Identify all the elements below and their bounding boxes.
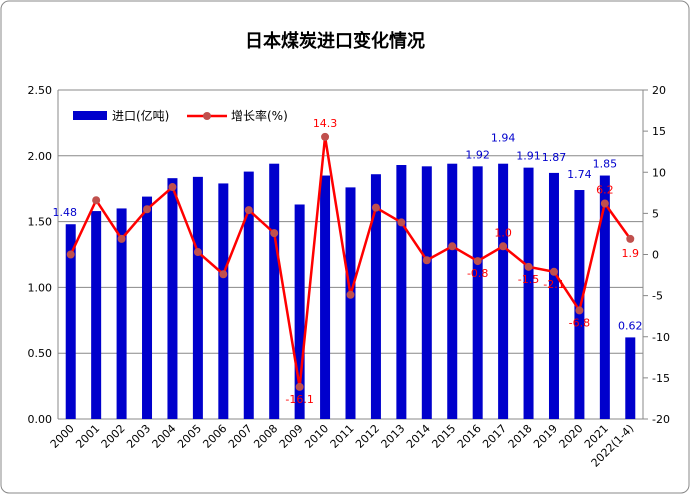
line-marker	[270, 229, 279, 238]
line-marker	[92, 196, 101, 205]
y-left-tick-label: 2.50	[28, 84, 53, 97]
line-marker	[499, 242, 508, 251]
y-right-tick-label: 20	[652, 84, 666, 97]
bar	[548, 172, 559, 419]
y-right-tick-label: 0	[652, 249, 659, 262]
bar	[472, 166, 483, 419]
line-marker	[575, 306, 584, 315]
bar	[498, 163, 509, 419]
chart-title: 日本煤炭进口变化情况	[245, 30, 425, 52]
line-marker	[219, 270, 228, 279]
bar	[218, 183, 229, 419]
y-right-tick-label: -5	[652, 290, 663, 303]
legend-line-label: 增长率(%)	[231, 108, 288, 123]
line-marker	[295, 382, 304, 391]
line-marker	[626, 234, 635, 243]
line-marker	[193, 248, 202, 257]
bar	[447, 163, 458, 419]
line-marker	[473, 257, 482, 266]
line-marker	[524, 262, 533, 271]
bar	[370, 174, 381, 419]
bar	[269, 163, 280, 419]
line-marker	[117, 234, 126, 243]
bar	[599, 175, 610, 419]
bar-data-label: 1.74	[567, 168, 592, 181]
line-data-label: -0.8	[467, 267, 488, 280]
line-marker	[397, 218, 406, 227]
bar	[320, 175, 331, 419]
y-left-tick-label: 0.50	[28, 347, 53, 360]
y-right-tick-label: 10	[652, 166, 666, 179]
line-data-label: 6.2	[596, 184, 614, 197]
line-data-label: 1.9	[622, 247, 640, 260]
bar-data-label: 1.94	[491, 132, 516, 145]
y-left-tick-label: 1.50	[28, 216, 53, 229]
y-right-tick-label: -20	[652, 413, 670, 426]
bar	[345, 187, 356, 419]
bar-data-label: 0.62	[618, 319, 643, 332]
bar	[574, 190, 585, 419]
y-right-tick-label: 5	[652, 207, 659, 220]
line-data-label: 14.3	[313, 117, 338, 130]
bar	[396, 165, 407, 419]
legend-bar-label: 进口(亿吨)	[112, 108, 169, 123]
bar	[625, 337, 636, 419]
line-marker	[143, 205, 152, 214]
y-left-tick-label: 2.00	[28, 150, 53, 163]
line-marker	[448, 242, 457, 251]
y-right-tick-label: -10	[652, 331, 670, 344]
line-data-label: -6.8	[569, 316, 590, 329]
bar	[192, 176, 203, 419]
bar	[523, 167, 534, 419]
bar	[142, 196, 153, 419]
bar	[294, 204, 305, 419]
bar-data-label: 1.85	[593, 158, 618, 171]
line-data-label: -2.1	[543, 278, 564, 291]
line-marker	[422, 256, 431, 265]
y-right-tick-label: 15	[652, 125, 666, 138]
bar-data-label: 1.91	[516, 150, 541, 163]
bar	[167, 178, 178, 419]
line-marker	[371, 203, 380, 212]
bar-data-label: 1.87	[542, 151, 567, 164]
bar	[243, 171, 254, 419]
bar-data-label: 1.48	[52, 206, 77, 219]
bar	[65, 224, 76, 419]
line-data-label: -1.5	[518, 273, 539, 286]
bar	[116, 208, 127, 419]
line-marker	[346, 290, 355, 299]
line-data-label: -16.1	[285, 393, 313, 406]
line-marker	[600, 199, 609, 208]
line-marker	[66, 250, 75, 259]
bar	[421, 166, 432, 419]
y-left-tick-label: 1.00	[28, 281, 53, 294]
y-left-tick-label: 0.00	[28, 413, 53, 426]
bar-data-label: 1.92	[465, 148, 490, 161]
y-right-tick-label: -15	[652, 372, 670, 385]
legend-bar-swatch	[73, 111, 107, 120]
bar	[91, 211, 102, 419]
legend-line-marker	[203, 112, 211, 120]
line-marker	[168, 183, 177, 192]
line-data-label: 1.0	[494, 226, 512, 239]
line-marker	[549, 267, 558, 276]
line-marker	[321, 132, 330, 141]
line-marker	[244, 206, 253, 215]
